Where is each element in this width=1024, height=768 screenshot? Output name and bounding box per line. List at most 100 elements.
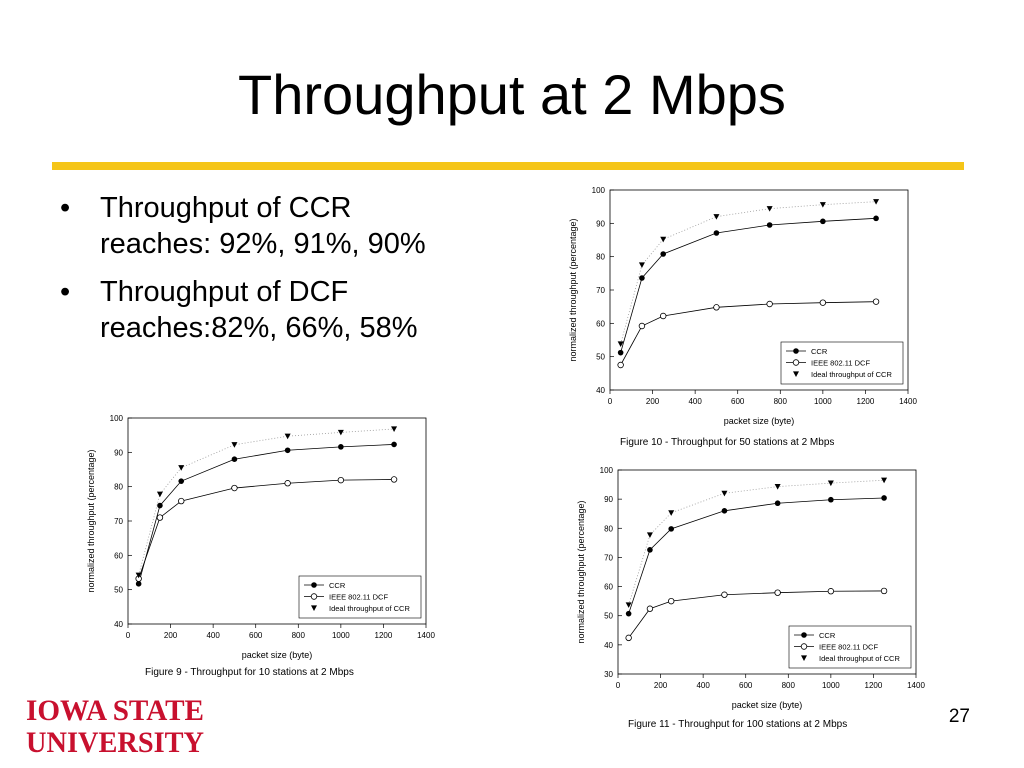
x-tick-label: 600 [739, 681, 753, 690]
slide-title: Throughput at 2 Mbps [238, 63, 786, 126]
x-tick-label: 400 [688, 397, 702, 406]
bullet-text: Throughput of CCR reaches: 92%, 91%, 90% [100, 192, 426, 260]
data-point [774, 500, 781, 507]
legend-marker [793, 348, 799, 354]
series-line [620, 217, 877, 353]
legend-label: CCR [819, 631, 836, 640]
data-point [178, 478, 185, 484]
x-tick-label: 0 [126, 631, 131, 640]
data-point [231, 456, 238, 462]
data-point [872, 298, 880, 305]
x-tick-label: 1000 [822, 681, 840, 690]
y-tick-label: 60 [604, 583, 613, 592]
data-point [713, 214, 720, 220]
y-tick-label: 90 [114, 448, 123, 457]
data-point [721, 591, 728, 598]
y-tick-label: 70 [604, 553, 613, 562]
data-point [639, 275, 645, 281]
y-tick-label: 40 [604, 641, 613, 650]
data-point [625, 610, 632, 617]
data-point [881, 477, 888, 484]
series-line [628, 497, 885, 614]
x-tick-label: 200 [646, 397, 660, 406]
bullet-item: • Throughput of DCF reaches:82%, 66%, 58… [60, 274, 520, 346]
bullet-list: • Throughput of CCR reaches: 92%, 91%, 9… [60, 190, 520, 358]
bullet-line: Throughput of DCF [100, 276, 349, 308]
data-point [284, 480, 291, 487]
x-tick-label: 600 [249, 631, 263, 640]
data-point [646, 532, 653, 538]
y-tick-label: 100 [592, 186, 606, 195]
data-point [638, 322, 646, 330]
data-point [391, 441, 397, 448]
legend-label: IEEE 802.11 DCF [329, 593, 388, 602]
y-tick-label: 40 [596, 386, 605, 395]
data-point [873, 199, 880, 205]
legend-marker [800, 643, 808, 650]
data-point [660, 236, 667, 243]
data-point [646, 605, 654, 612]
y-axis-label: normalized throughput (percentage) [86, 449, 96, 592]
x-tick-label: 1200 [865, 681, 883, 690]
y-tick-label: 70 [596, 286, 605, 295]
y-tick-label: 100 [110, 414, 124, 423]
bullet-line: reaches:82%, 66%, 58% [100, 312, 418, 344]
legend-marker [310, 593, 318, 600]
x-tick-label: 600 [731, 397, 745, 406]
data-point [819, 299, 827, 306]
legend-label: CCR [811, 347, 828, 356]
data-point [337, 476, 345, 484]
y-tick-label: 70 [114, 517, 123, 526]
x-tick-label: 1200 [857, 397, 875, 406]
y-tick-label: 100 [600, 466, 614, 475]
data-point [156, 491, 163, 498]
data-point [819, 202, 826, 208]
data-point [638, 262, 645, 268]
data-point [337, 429, 344, 436]
legend-label: IEEE 802.11 DCF [819, 643, 878, 652]
title-underline [52, 162, 964, 170]
data-point [338, 444, 344, 450]
x-axis-label: packet size (byte) [242, 650, 313, 660]
data-point [827, 588, 835, 595]
bullet-marker: • [60, 276, 71, 308]
data-point [135, 581, 142, 587]
data-point [873, 215, 879, 222]
y-tick-label: 30 [604, 670, 613, 679]
data-point [766, 206, 773, 212]
data-point [625, 602, 632, 608]
data-point [391, 426, 398, 432]
series-line [138, 479, 395, 579]
data-point [820, 218, 826, 225]
data-point [774, 589, 781, 596]
legend-marker [793, 371, 799, 377]
data-point [774, 484, 781, 490]
data-point [625, 634, 632, 642]
x-tick-label: 400 [696, 681, 710, 690]
x-tick-label: 1400 [907, 681, 925, 690]
x-tick-label: 200 [654, 681, 668, 690]
legend-label: IEEE 802.11 DCF [811, 359, 870, 368]
legend-marker [311, 582, 317, 588]
data-point [231, 442, 238, 448]
y-tick-label: 80 [114, 483, 123, 492]
x-tick-label: 0 [616, 681, 621, 690]
data-point [766, 222, 773, 228]
series-line [620, 201, 877, 345]
data-point [881, 495, 887, 501]
y-tick-label: 40 [114, 620, 123, 629]
data-point [721, 508, 728, 514]
y-tick-label: 60 [114, 551, 123, 560]
series-line [138, 444, 395, 584]
logo-line: IOWA STATE [26, 694, 204, 727]
logo-line: UNIVERSITY [26, 726, 204, 756]
legend-box [788, 625, 912, 669]
x-tick-label: 800 [774, 397, 788, 406]
data-point [178, 465, 185, 471]
legend-marker [311, 605, 317, 611]
bullet-text: Throughput of DCF reaches:82%, 66%, 58% [100, 276, 418, 344]
bullet-line: reaches: 92%, 91%, 90% [100, 228, 426, 260]
y-tick-label: 60 [596, 319, 605, 328]
x-tick-label: 1200 [375, 631, 393, 640]
